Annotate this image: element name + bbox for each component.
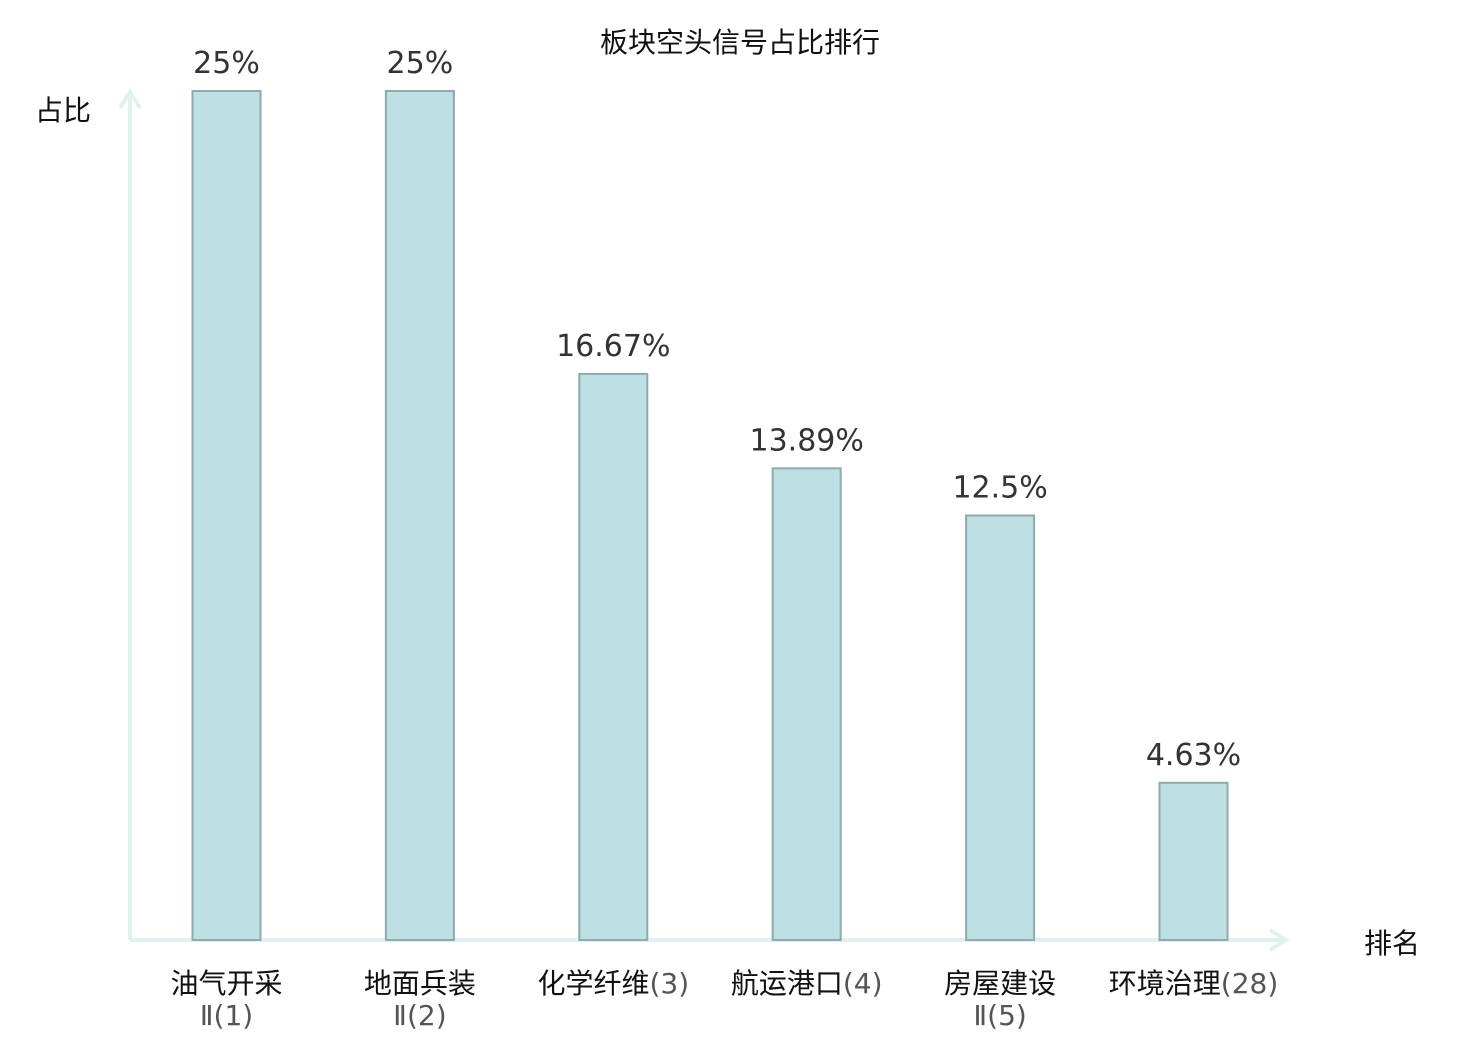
category-suffix: Ⅱ(5) [973, 999, 1026, 1032]
category-suffix: (28) [1221, 967, 1278, 1000]
value-label: 25% [387, 46, 454, 81]
chart-title: 板块空头信号占比排行 [600, 26, 880, 59]
category-suffix: Ⅱ(2) [393, 999, 446, 1032]
y-axis-arrow [118, 88, 142, 110]
category-label: 环境治理(28) [1109, 967, 1279, 1000]
x-axis-arrow [1268, 928, 1290, 952]
category-name: 航运港口 [731, 967, 843, 1000]
category-name: 化学纤维 [537, 967, 649, 1000]
bar [384, 90, 455, 941]
value-labels-group: 25% 25% 16.67% 13.89% 12.5% 4.63% [193, 46, 1241, 773]
bar [965, 514, 1036, 941]
bar [191, 90, 262, 941]
y-axis-title: 占比 [35, 94, 91, 127]
category-name: 油气开采 [170, 967, 282, 1000]
bar [578, 372, 649, 941]
category-labels-group: 油气开采 Ⅱ(1) 地面兵装 Ⅱ(2) 化学纤维(3) 航运港口(4) 房屋建设 Ⅱ(5) 环境… [170, 967, 1278, 1032]
value-label: 12.5% [952, 471, 1047, 506]
value-label: 4.63% [1146, 738, 1241, 773]
bar [771, 467, 842, 941]
category-suffix: (3) [649, 967, 689, 1000]
category-name: 地面兵装 [364, 967, 476, 1000]
category-suffix: Ⅱ(1) [200, 999, 253, 1032]
bars-group [191, 90, 1229, 941]
category-suffix: (4) [843, 967, 883, 1000]
category-label: 化学纤维(3) [537, 967, 689, 1000]
bar [1158, 781, 1229, 941]
value-label: 16.67% [556, 329, 670, 364]
category-label: 油气开采 Ⅱ(1) [170, 967, 282, 1032]
x-axis-title: 排名 [1364, 927, 1420, 960]
axes [118, 88, 1290, 952]
value-label: 13.89% [750, 423, 864, 458]
category-name: 环境治理 [1109, 967, 1221, 1000]
category-name: 房屋建设 [944, 967, 1056, 1000]
category-label: 房屋建设 Ⅱ(5) [944, 967, 1056, 1032]
value-label: 25% [193, 46, 260, 81]
category-label: 地面兵装 Ⅱ(2) [364, 967, 476, 1032]
category-label: 航运港口(4) [731, 967, 883, 1000]
